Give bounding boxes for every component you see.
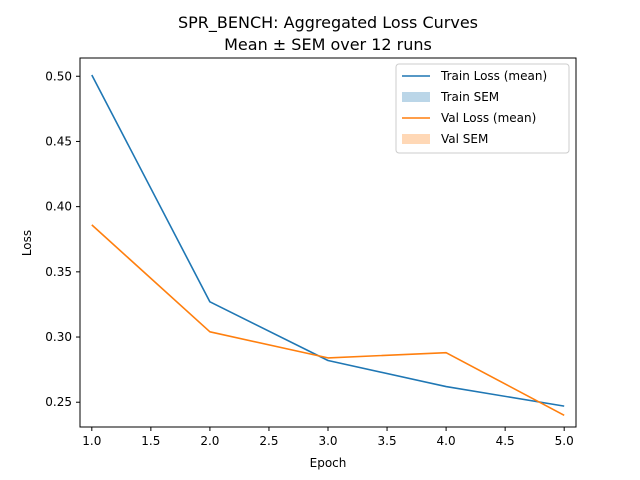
x-tick-label-8: 5.0	[555, 434, 574, 448]
legend-val-loss-label: Val Loss (mean)	[441, 111, 536, 125]
x-tick-label-5: 3.5	[378, 434, 397, 448]
y-tick-label-0: 0.25	[45, 395, 72, 409]
x-axis-label: Epoch	[310, 456, 347, 470]
y-axis-ticks: 0.25 0.30 0.35 0.40 0.45 0.50	[45, 69, 80, 409]
y-axis-label: Loss	[20, 230, 34, 256]
x-tick-label-6: 4.0	[437, 434, 456, 448]
series-layer	[91, 74, 565, 416]
x-tick-label-2: 2.0	[200, 434, 219, 448]
legend-train-loss-label: Train Loss (mean)	[440, 69, 547, 83]
legend: Train Loss (mean) Train SEM Val Loss (me…	[395, 63, 570, 154]
x-tick-label-7: 4.5	[496, 434, 515, 448]
x-tick-label-4: 3.0	[318, 434, 337, 448]
y-tick-label-3: 0.40	[45, 200, 72, 214]
series-line-1	[91, 224, 565, 416]
y-tick-label-2: 0.35	[45, 265, 72, 279]
chart-title: SPR_BENCH: Aggregated Loss Curves	[178, 13, 478, 33]
x-axis-ticks: 1.0 1.5 2.0 2.5 3.0 3.5 4.0 4.5 5.0	[82, 427, 574, 448]
legend-frame	[395, 63, 570, 154]
legend-val-sem-swatch	[402, 134, 430, 144]
legend-train-sem-swatch	[402, 92, 430, 102]
x-tick-label-1: 1.5	[141, 434, 160, 448]
series-line-0	[91, 74, 565, 407]
legend-train-sem-label: Train SEM	[440, 90, 499, 104]
y-tick-label-4: 0.45	[45, 134, 72, 148]
legend-val-sem-label: Val SEM	[441, 132, 488, 146]
y-tick-label-1: 0.30	[45, 330, 72, 344]
x-tick-label-0: 1.0	[82, 434, 101, 448]
chart-subtitle: Mean ± SEM over 12 runs	[224, 35, 432, 54]
x-tick-label-3: 2.5	[259, 434, 278, 448]
y-tick-label-5: 0.50	[45, 69, 72, 83]
